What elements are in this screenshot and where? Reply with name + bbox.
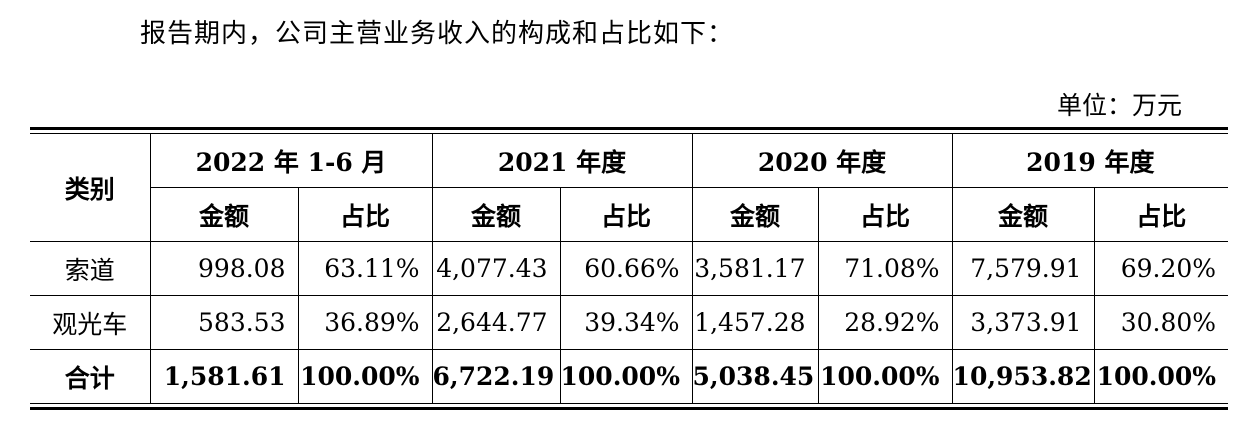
amount-cell: 6,722.19 bbox=[431, 349, 561, 404]
ratio-cell: 60.66% bbox=[559, 241, 693, 296]
period-header-2019: 2019 年度 bbox=[951, 133, 1229, 188]
ratio-header: 占比 bbox=[559, 187, 693, 242]
category-header: 类别 bbox=[30, 133, 151, 242]
amount-cell: 4,077.43 bbox=[431, 241, 561, 296]
table-row-sightseeing-car: 观光车 583.53 36.89% 2,644.77 39.34% 1,457.… bbox=[30, 295, 1229, 350]
amount-cell: 5,038.45 bbox=[691, 349, 819, 404]
ratio-cell: 100.00% bbox=[817, 349, 953, 404]
amount-header: 金额 bbox=[691, 187, 819, 242]
amount-cell: 2,644.77 bbox=[431, 295, 561, 350]
period-header-2021: 2021 年度 bbox=[431, 133, 693, 188]
intro-paragraph: 报告期内，公司主营业务收入的构成和占比如下： bbox=[140, 19, 735, 49]
header-row-periods: 类别 2022 年 1-6 月 2021 年度 2020 年度 2019 年度 bbox=[30, 133, 1229, 242]
amount-cell: 3,373.91 bbox=[951, 295, 1095, 350]
header-row-subheaders: 金额 占比 金额 占比 金额 占比 金额 占比 bbox=[30, 187, 1229, 242]
amount-cell: 583.53 bbox=[149, 295, 299, 350]
amount-cell: 3,581.17 bbox=[691, 241, 819, 296]
ratio-cell: 28.92% bbox=[817, 295, 953, 350]
amount-cell: 1,457.28 bbox=[691, 295, 819, 350]
unit-label: 单位：万元 bbox=[1056, 91, 1182, 120]
ratio-cell: 100.00% bbox=[1093, 349, 1229, 404]
ratio-header: 占比 bbox=[297, 187, 433, 242]
table-row-total: 合计 1,581.61 100.00% 6,722.19 100.00% 5,0… bbox=[30, 349, 1229, 404]
amount-cell: 998.08 bbox=[149, 241, 299, 296]
ratio-cell: 39.34% bbox=[559, 295, 693, 350]
ratio-cell: 100.00% bbox=[297, 349, 433, 404]
row-category: 索道 bbox=[30, 241, 151, 296]
ratio-cell: 69.20% bbox=[1093, 241, 1229, 296]
ratio-cell: 36.89% bbox=[297, 295, 433, 350]
revenue-table-frame: 类别 2022 年 1-6 月 2021 年度 2020 年度 2019 年度 … bbox=[30, 127, 1229, 410]
period-header-2022h1: 2022 年 1-6 月 bbox=[149, 133, 433, 188]
amount-header: 金额 bbox=[150, 187, 299, 242]
period-header-2020: 2020 年度 bbox=[691, 133, 953, 188]
amount-cell: 1,581.61 bbox=[149, 349, 299, 404]
ratio-cell: 100.00% bbox=[559, 349, 693, 404]
revenue-composition-table: 类别 2022 年 1-6 月 2021 年度 2020 年度 2019 年度 … bbox=[30, 133, 1229, 404]
amount-header: 金额 bbox=[431, 187, 561, 242]
table-row-ropeway: 索道 998.08 63.11% 4,077.43 60.66% 3,581.1… bbox=[30, 241, 1229, 296]
ratio-header: 占比 bbox=[817, 187, 953, 242]
ratio-cell: 30.80% bbox=[1093, 295, 1229, 350]
row-category: 合计 bbox=[30, 349, 151, 404]
amount-cell: 10,953.82 bbox=[951, 349, 1095, 404]
amount-header: 金额 bbox=[951, 187, 1095, 242]
ratio-cell: 71.08% bbox=[817, 241, 953, 296]
amount-cell: 7,579.91 bbox=[951, 241, 1095, 296]
ratio-header: 占比 bbox=[1093, 187, 1229, 242]
row-category: 观光车 bbox=[30, 295, 151, 350]
ratio-cell: 63.11% bbox=[297, 241, 433, 296]
